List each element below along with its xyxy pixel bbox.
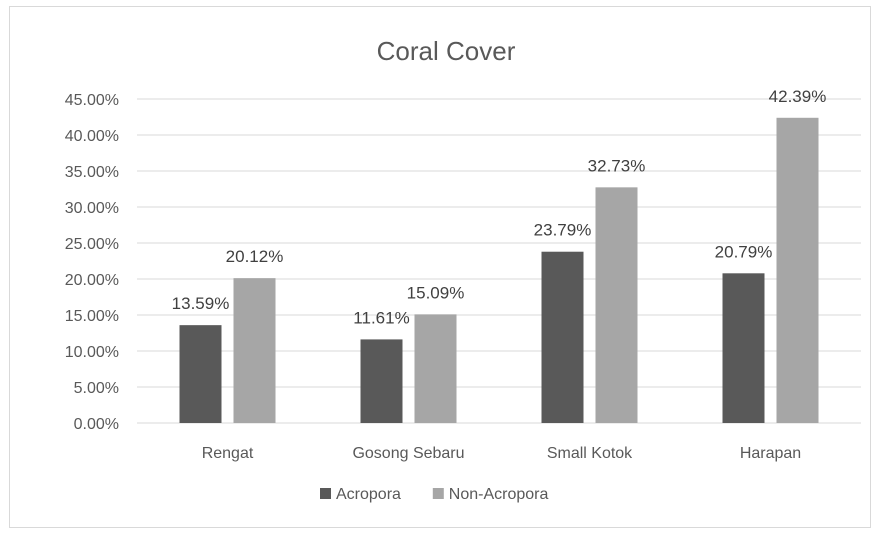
y-tick-label: 35.00% (65, 164, 119, 181)
y-tick-label: 5.00% (74, 380, 119, 397)
data-label: 15.09% (407, 283, 465, 302)
legend-swatch (320, 488, 331, 499)
bar-non-acropora (595, 187, 638, 423)
y-tick-label: 40.00% (65, 128, 119, 145)
data-label: 42.39% (769, 87, 827, 106)
coral-cover-chart: Coral Cover 0.00% 5.00% 10.00% 15.00% 20.00%… (65, 36, 861, 503)
y-tick-label: 25.00% (65, 236, 119, 253)
legend-label: Non-Acropora (449, 486, 549, 503)
category-label: Small Kotok (547, 445, 633, 462)
bar-acropora (360, 339, 403, 423)
bar-non-acropora (414, 314, 457, 423)
legend: Acropora Non-Acropora (320, 486, 549, 503)
legend-swatch (432, 488, 444, 499)
data-label: 23.79% (534, 221, 592, 240)
bar-acropora (179, 325, 222, 423)
chart-title: Coral Cover (377, 36, 516, 66)
y-tick-label: 45.00% (65, 92, 119, 109)
data-label: 32.73% (588, 156, 646, 175)
bars (179, 117, 819, 424)
data-label: 20.12% (226, 247, 284, 266)
y-tick-label: 15.00% (65, 308, 119, 325)
y-axis-tick-labels: 0.00% 5.00% 10.00% 15.00% 20.00% 25.00% 30.00%… (65, 92, 119, 433)
data-labels: 13.59% 20.12% 11.61% 15.09% 23.79% 32.73% 20.7… (172, 87, 827, 328)
y-tick-label: 30.00% (65, 200, 119, 217)
category-label: Gosong Sebaru (352, 445, 464, 462)
bar-non-acropora (233, 278, 276, 423)
category-label: Rengat (202, 445, 254, 462)
y-tick-label: 0.00% (74, 416, 119, 433)
bar-acropora (541, 251, 584, 423)
data-label: 13.59% (172, 294, 230, 313)
legend-label: Acropora (336, 486, 401, 503)
data-label: 11.61% (353, 308, 409, 327)
chart-frame: Coral Cover 0.00% 5.00% 10.00% 15.00% 20.00%… (9, 6, 871, 528)
bar-non-acropora (776, 117, 819, 424)
data-label: 20.79% (715, 242, 773, 261)
category-label: Harapan (740, 445, 801, 462)
bar-acropora (722, 273, 765, 423)
y-tick-label: 20.00% (65, 272, 119, 289)
y-tick-label: 10.00% (65, 344, 119, 361)
x-axis-category-labels: Rengat Gosong Sebaru Small Kotok Harapan (202, 445, 801, 462)
